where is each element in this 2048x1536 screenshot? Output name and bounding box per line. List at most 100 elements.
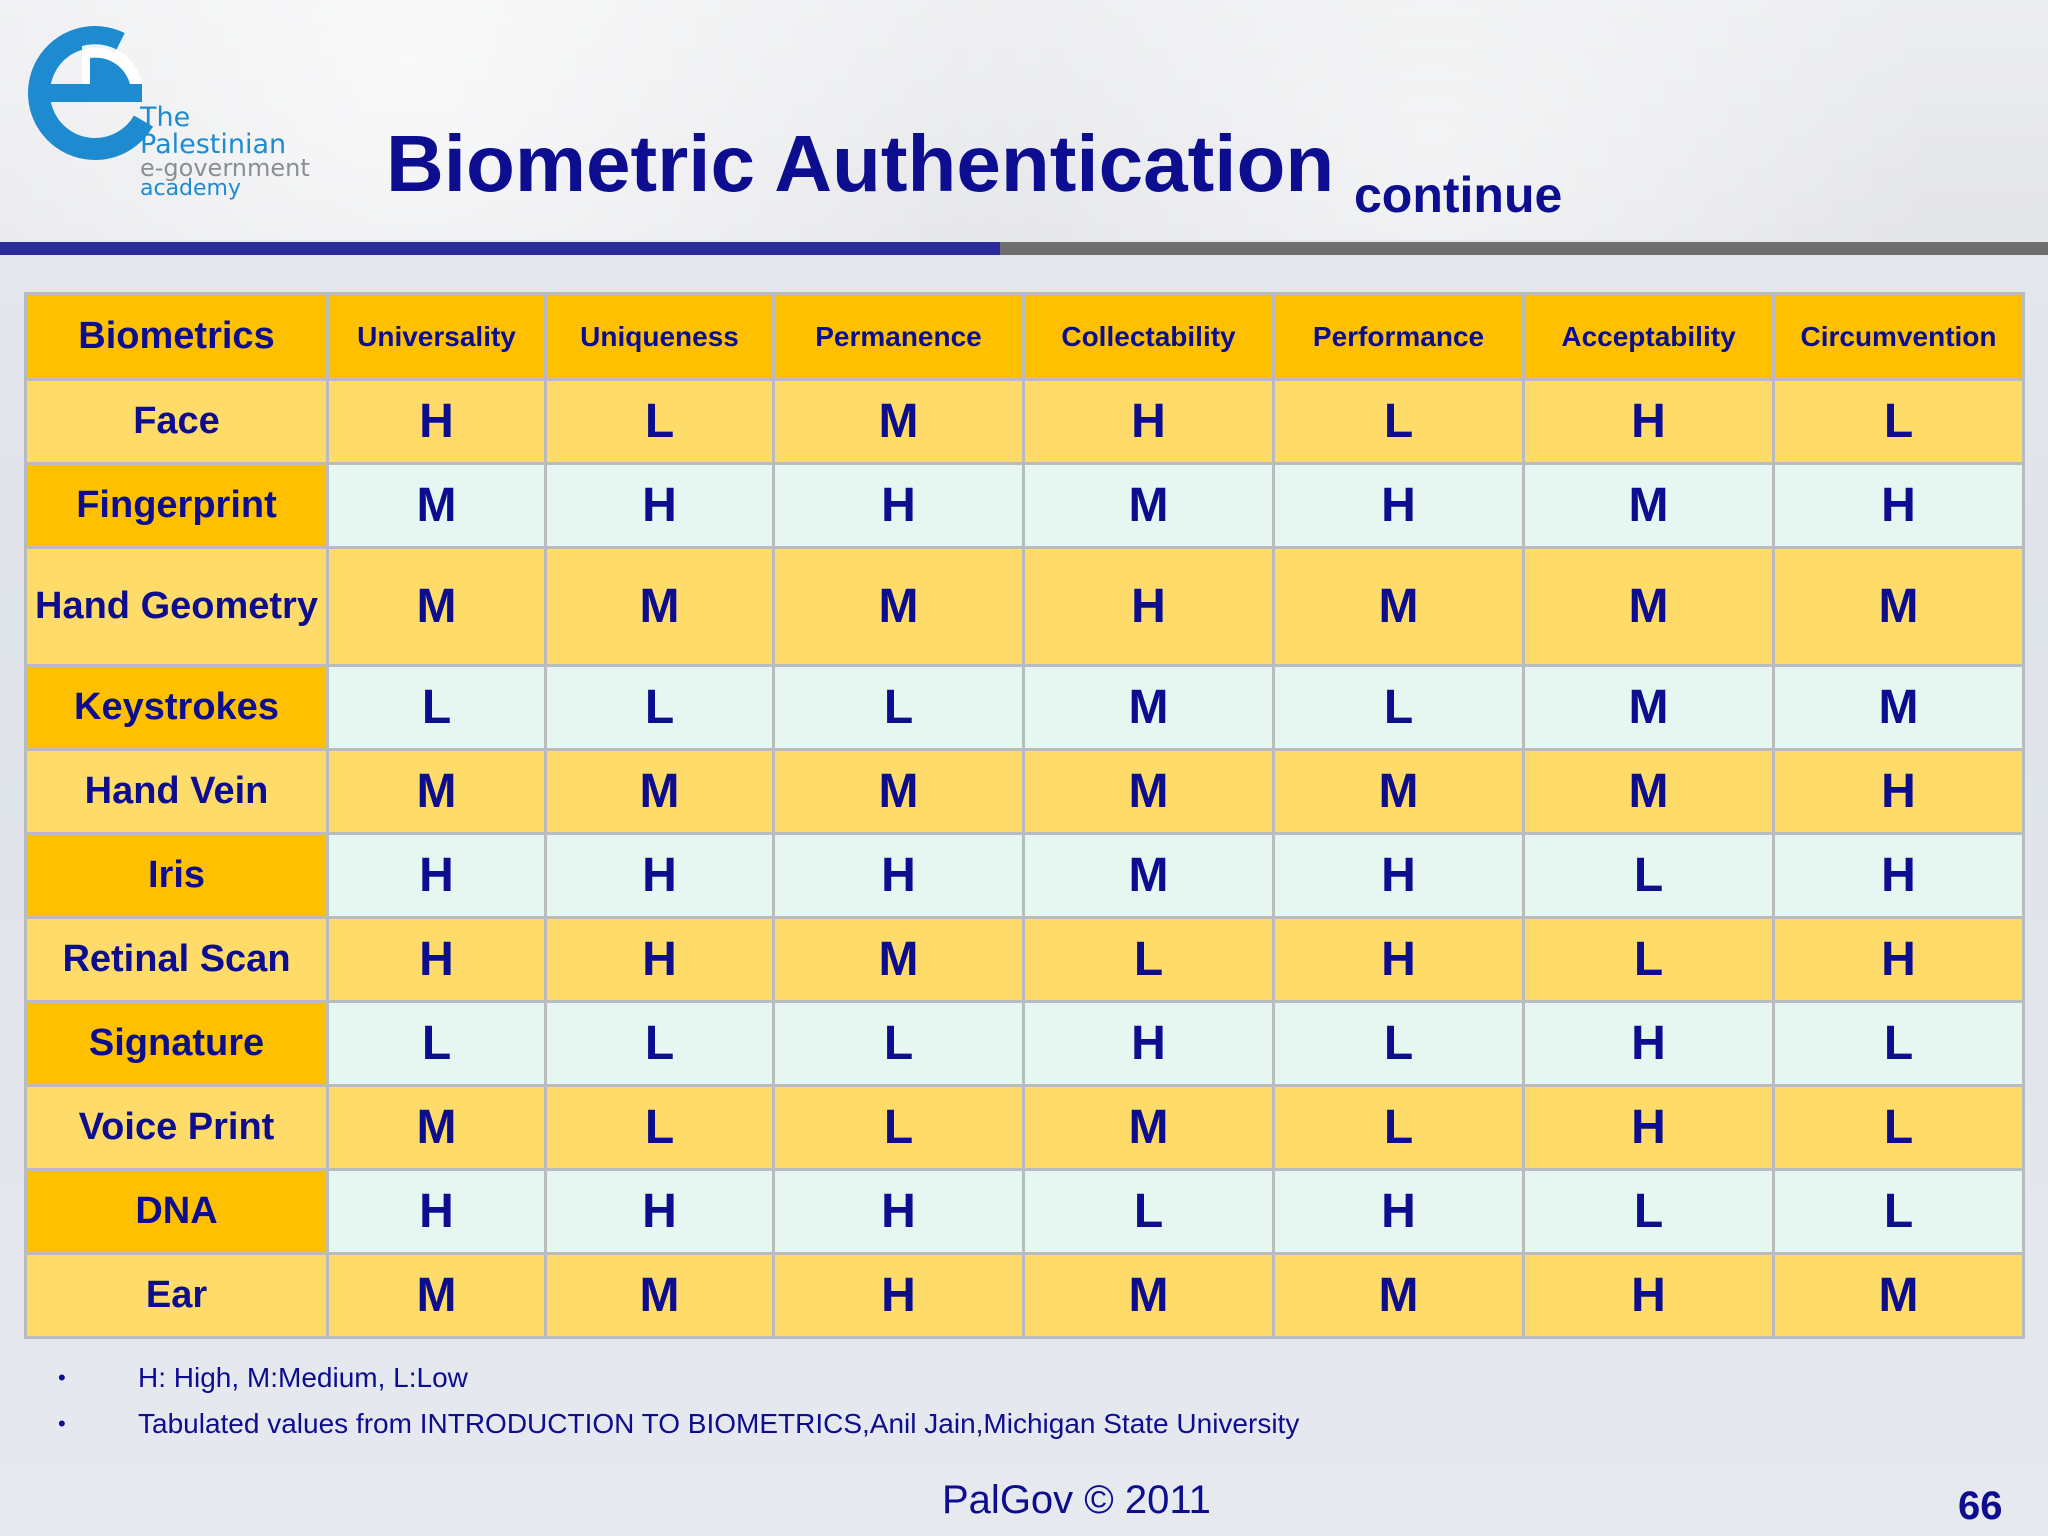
- rating-cell: H: [326, 1168, 547, 1255]
- rating-cell: H: [1022, 546, 1275, 667]
- table-row: Hand Vein M M M M M M H: [24, 748, 2025, 835]
- bullet-icon: •: [58, 1411, 66, 1436]
- rating-cell: M: [1772, 1252, 2025, 1339]
- slide-title: Biometric Authentication: [386, 119, 1335, 208]
- rating-cell: L: [1772, 1084, 2025, 1171]
- rating-cell: H: [1272, 1168, 1525, 1255]
- bullet-icon: •: [58, 1365, 66, 1390]
- rating-cell: M: [1022, 1252, 1275, 1339]
- rating-cell: M: [1022, 748, 1275, 835]
- rating-cell: L: [544, 1000, 775, 1087]
- rating-cell: M: [1772, 664, 2025, 751]
- table-row: Ear M M H M M H M: [24, 1252, 2025, 1339]
- rating-cell: H: [772, 1252, 1025, 1339]
- rating-cell: H: [1272, 916, 1525, 1003]
- rating-cell: M: [772, 916, 1025, 1003]
- column-header: Permanence: [772, 292, 1025, 381]
- academy-logo: The Palestinian e-government academy: [20, 18, 320, 200]
- rating-cell: M: [544, 546, 775, 667]
- rating-cell: H: [1272, 832, 1525, 919]
- row-label: Signature: [24, 1000, 329, 1087]
- rating-cell: M: [544, 1252, 775, 1339]
- rating-cell: M: [544, 748, 775, 835]
- rating-cell: M: [1772, 546, 2025, 667]
- table-row: Face H L M H L H L: [24, 378, 2025, 465]
- rating-cell: H: [1772, 832, 2025, 919]
- rating-cell: M: [1272, 1252, 1525, 1339]
- column-header: Acceptability: [1522, 292, 1775, 381]
- row-label: DNA: [24, 1168, 329, 1255]
- row-label: Hand Geometry: [24, 546, 329, 667]
- rating-cell: H: [1522, 1252, 1775, 1339]
- footnotes: • H: High, M:Medium, L:Low • Tabulated v…: [58, 1362, 1299, 1454]
- row-label: Face: [24, 378, 329, 465]
- rating-cell: M: [1522, 748, 1775, 835]
- row-label: Voice Print: [24, 1084, 329, 1171]
- header-background: [0, 0, 2048, 240]
- rating-cell: M: [1522, 546, 1775, 667]
- title-rule-blue: [0, 242, 1000, 255]
- column-header: Biometrics: [24, 292, 329, 381]
- rating-cell: M: [1022, 664, 1275, 751]
- row-label: Fingerprint: [24, 462, 329, 549]
- rating-cell: H: [326, 832, 547, 919]
- logo-text: The Palestinian e-government academy: [140, 104, 320, 200]
- table-row: Fingerprint M H H M H M H: [24, 462, 2025, 549]
- rating-cell: H: [1522, 378, 1775, 465]
- rating-cell: H: [544, 1168, 775, 1255]
- rating-cell: H: [1772, 916, 2025, 1003]
- logo-line-1: The Palestinian: [140, 102, 287, 160]
- rating-cell: H: [544, 462, 775, 549]
- rating-cell: L: [1772, 378, 2025, 465]
- table-row: Iris H H H M H L H: [24, 832, 2025, 919]
- rating-cell: M: [326, 462, 547, 549]
- biometrics-comparison-table: Biometrics Universality Uniqueness Perma…: [24, 292, 2025, 1339]
- row-label: Retinal Scan: [24, 916, 329, 1003]
- rating-cell: M: [326, 1084, 547, 1171]
- table-row: Retinal Scan H H M L H L H: [24, 916, 2025, 1003]
- rating-cell: L: [772, 1084, 1025, 1171]
- logo-line-3: academy: [140, 176, 242, 201]
- column-header: Collectability: [1022, 292, 1275, 381]
- rating-cell: L: [772, 1000, 1025, 1087]
- rating-cell: L: [1272, 1084, 1525, 1171]
- footnote-item: • Tabulated values from INTRODUCTION TO …: [58, 1408, 1299, 1454]
- rating-cell: L: [544, 664, 775, 751]
- footer-copyright: PalGov © 2011: [942, 1478, 1211, 1522]
- rating-cell: L: [1772, 1000, 2025, 1087]
- rating-cell: L: [544, 1084, 775, 1171]
- rating-cell: M: [326, 748, 547, 835]
- rating-cell: M: [1022, 462, 1275, 549]
- logo-line-2: e-government: [140, 154, 310, 182]
- table-header-row: Biometrics Universality Uniqueness Perma…: [24, 292, 2025, 381]
- rating-cell: L: [1272, 1000, 1525, 1087]
- rating-cell: L: [326, 664, 547, 751]
- rating-cell: M: [772, 546, 1025, 667]
- rating-cell: H: [1772, 462, 2025, 549]
- footnote-text: Tabulated values from INTRODUCTION TO BI…: [138, 1408, 1300, 1439]
- column-header: Uniqueness: [544, 292, 775, 381]
- rating-cell: L: [1272, 378, 1525, 465]
- row-label: Hand Vein: [24, 748, 329, 835]
- rating-cell: L: [1022, 916, 1275, 1003]
- e-logo-icon: [28, 26, 162, 160]
- rating-cell: H: [1522, 1084, 1775, 1171]
- rating-cell: H: [1772, 748, 2025, 835]
- rating-cell: L: [772, 664, 1025, 751]
- rating-cell: H: [544, 832, 775, 919]
- rating-cell: M: [1522, 462, 1775, 549]
- rating-cell: L: [1522, 1168, 1775, 1255]
- slide-subtitle: continue: [1354, 167, 1563, 223]
- row-label: Iris: [24, 832, 329, 919]
- rating-cell: H: [326, 378, 547, 465]
- column-header: Universality: [326, 292, 547, 381]
- rating-cell: H: [772, 1168, 1025, 1255]
- row-label: Ear: [24, 1252, 329, 1339]
- table-row: DNA H H H L H L L: [24, 1168, 2025, 1255]
- rating-cell: H: [1022, 1000, 1275, 1087]
- rating-cell: H: [326, 916, 547, 1003]
- biometrics-table-container: Biometrics Universality Uniqueness Perma…: [24, 292, 2025, 1339]
- row-label: Keystrokes: [24, 664, 329, 751]
- table-row: Hand Geometry M M M H M M M: [24, 546, 2025, 667]
- rating-cell: M: [1272, 748, 1525, 835]
